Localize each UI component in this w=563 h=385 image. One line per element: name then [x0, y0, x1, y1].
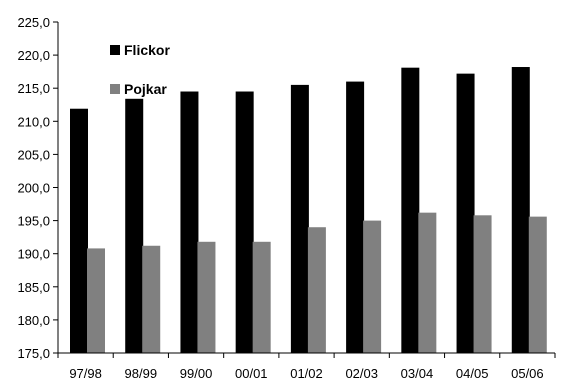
bar-pojkar-4 — [307, 227, 326, 353]
y-tick-label: 210,0 — [17, 114, 50, 129]
bar-pojkar-5 — [363, 220, 382, 353]
x-tick-label: 03/04 — [401, 366, 434, 381]
bar-flickor-7 — [456, 73, 475, 354]
bar-pojkar-3 — [252, 241, 271, 353]
x-tick-label: 02/03 — [345, 366, 378, 381]
x-tick-label: 99/00 — [180, 366, 213, 381]
y-tick-label: 220,0 — [17, 48, 50, 63]
bar-flickor-6 — [401, 67, 420, 353]
x-tick-label: 05/06 — [511, 366, 544, 381]
bar-pojkar-0 — [87, 248, 105, 353]
y-tick-label: 185,0 — [17, 280, 50, 295]
bar-pojkar-7 — [473, 215, 492, 353]
bar-pojkar-2 — [197, 241, 216, 353]
bar-flickor-8 — [511, 67, 530, 354]
y-tick-label: 190,0 — [17, 247, 50, 262]
y-tick-label: 180,0 — [17, 313, 50, 328]
y-tick-label: 205,0 — [17, 147, 50, 162]
legend-swatch-pojkar — [110, 84, 120, 94]
x-tick-label: 01/02 — [290, 366, 323, 381]
bar-pojkar-1 — [142, 245, 161, 353]
x-ticks-group: 97/98 98/99 99/00 00/01 01/02 02/03 03/04 04/05… — [57, 353, 556, 381]
y-tick-label: 215,0 — [17, 81, 50, 96]
y-ticks-group: 175,0 180,0 185,0 190,0 195,0 200,0 205,0 210,0… — [17, 15, 58, 361]
legend-label-flickor: Flickor — [124, 42, 170, 58]
bar-pojkar-6 — [418, 212, 437, 353]
bar-flickor-5 — [346, 81, 365, 353]
bar-pojkar-8 — [528, 216, 547, 353]
legend-label-pojkar: Pojkar — [124, 81, 167, 97]
y-tick-label: 175,0 — [17, 346, 50, 361]
x-tick-label: 00/01 — [235, 366, 268, 381]
y-tick-label: 225,0 — [17, 15, 50, 30]
y-tick-label: 200,0 — [17, 181, 50, 196]
x-tick-label: 04/05 — [456, 366, 489, 381]
bars-group — [70, 67, 547, 354]
bar-flickor-2 — [180, 91, 199, 353]
legend-swatch-flickor — [110, 45, 120, 55]
bar-flickor-3 — [235, 91, 254, 353]
legend: Flickor Pojkar — [110, 42, 170, 97]
bar-flickor-1 — [125, 98, 144, 354]
x-tick-label: 98/99 — [125, 366, 158, 381]
y-tick-label: 195,0 — [17, 214, 50, 229]
x-tick-label: 97/98 — [69, 366, 102, 381]
bar-flickor-4 — [290, 84, 309, 353]
bar-flickor-0 — [70, 108, 88, 353]
